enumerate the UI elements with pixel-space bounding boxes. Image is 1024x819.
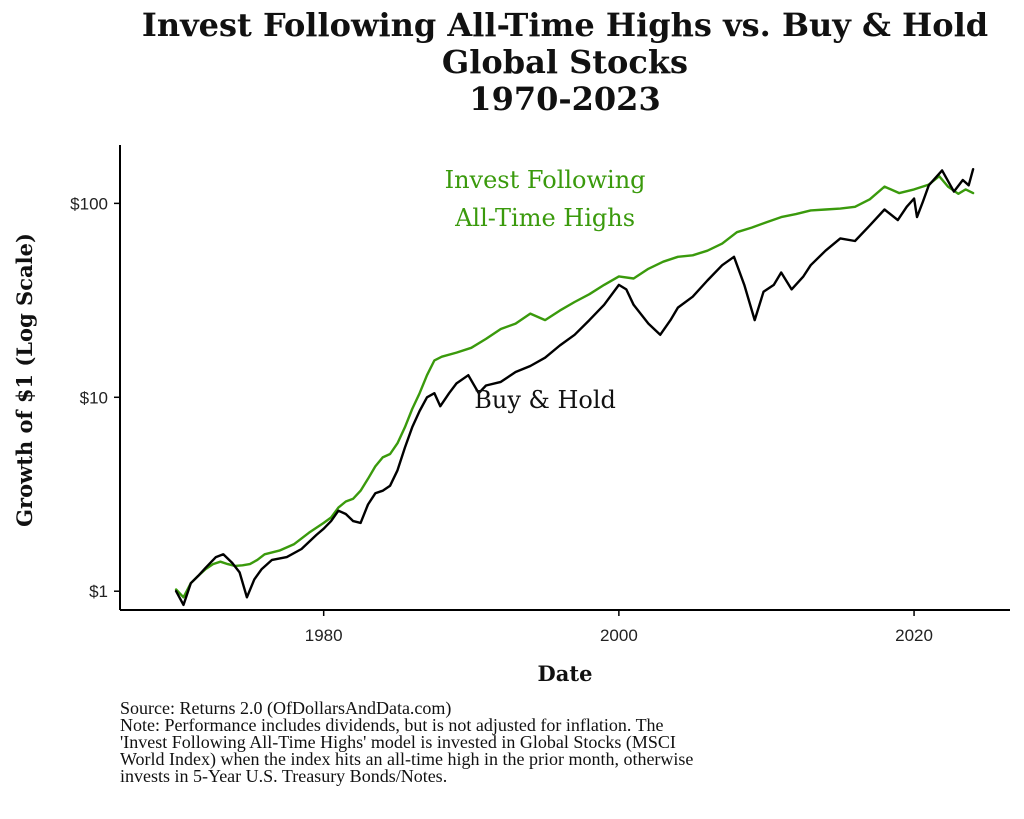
y-tick-label: $1 xyxy=(89,582,108,601)
x-tick-label: 2020 xyxy=(895,626,933,645)
chart: Invest Following All-Time Highs vs. Buy … xyxy=(12,6,1010,686)
x-tick-label: 1980 xyxy=(305,626,343,645)
footnote-source: Source: Returns 2.0 (OfDollarsAndData.co… xyxy=(120,698,452,718)
footnote-note-line-3: World Index) when the index hits an all-… xyxy=(120,749,694,769)
annotation-buy-and-hold: Buy & Hold xyxy=(474,386,616,414)
x-axis-title: Date xyxy=(538,661,593,686)
y-axis-title: Growth of $1 (Log Scale) xyxy=(12,233,37,527)
annotation-invest-following-ath: All-Time Highs xyxy=(454,204,635,232)
chart-title-line-3: 1970-2023 xyxy=(469,80,660,118)
y-tick-label: $10 xyxy=(80,388,108,407)
chart-title-line-1: Invest Following All-Time Highs vs. Buy … xyxy=(142,6,988,44)
chart-title-line-2: Global Stocks xyxy=(442,43,688,81)
annotation-invest-following-ath: Invest Following xyxy=(445,166,646,194)
footnote-note-line-4: invests in 5-Year U.S. Treasury Bonds/No… xyxy=(120,766,448,786)
footnote: Source: Returns 2.0 (OfDollarsAndData.co… xyxy=(120,698,1000,786)
footnote-note-line-1: Note: Performance includes dividends, bu… xyxy=(120,715,664,735)
y-tick-label: $100 xyxy=(70,194,108,213)
plot-area: $1 $10 $100 1980 2000 2020 Invest Following All… xyxy=(70,145,1010,645)
x-tick-label: 2000 xyxy=(600,626,638,645)
footnote-note-line-2: 'Invest Following All-Time Highs' model … xyxy=(120,732,676,752)
series-line-invest-following-ath xyxy=(174,174,975,599)
series-line-buy-and-hold xyxy=(174,167,975,607)
